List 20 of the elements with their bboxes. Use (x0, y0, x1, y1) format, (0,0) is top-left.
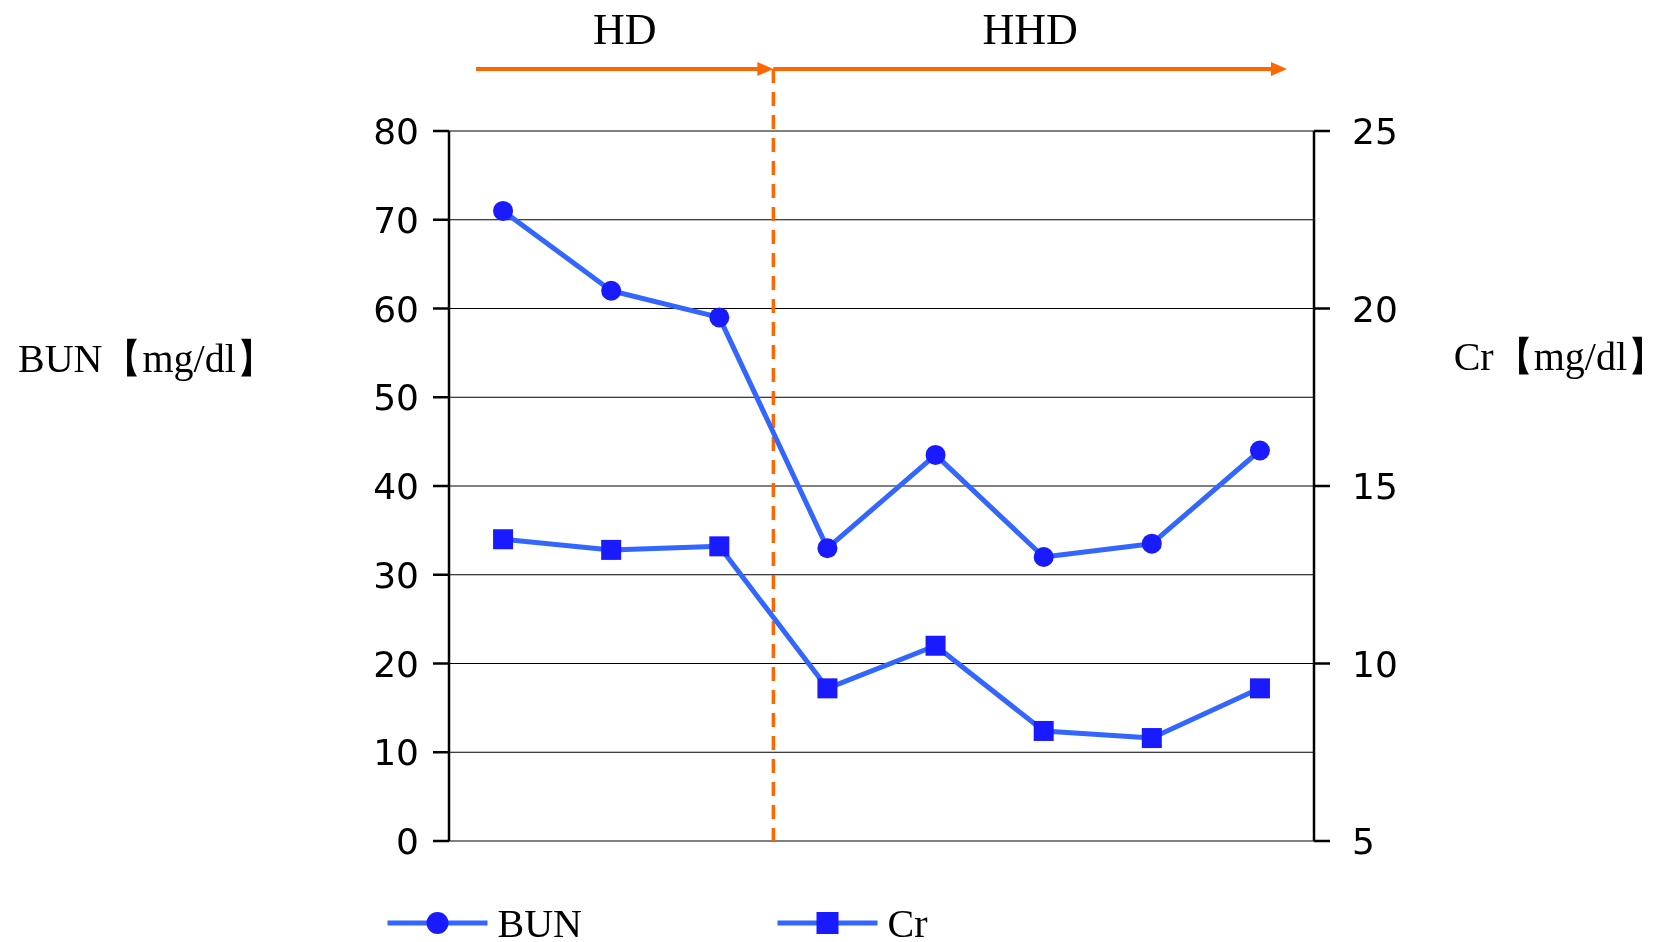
y2-tick-label: 25 (1352, 111, 1398, 152)
y-tick-label: 70 (373, 199, 419, 241)
y-tick-label: 50 (373, 377, 419, 419)
y-tick-label: 80 (373, 111, 419, 152)
legend-label: BUN (497, 901, 582, 942)
text: HD (592, 5, 657, 54)
y-tick-label: 30 (373, 554, 419, 596)
y-tick-label: 0 (396, 821, 419, 862)
y2-axis-title: Cr【mg/dl】 (1453, 334, 1667, 379)
y2-tick-label: 5 (1352, 821, 1375, 862)
y2-tick-label: 15 (1352, 466, 1398, 507)
y-tick-label: 10 (373, 732, 419, 774)
y-tick-label: 40 (373, 466, 419, 507)
legend-label: Cr (887, 901, 928, 942)
y2-tick-label: 20 (1352, 288, 1398, 330)
y-tick-label: 20 (373, 643, 419, 685)
y-tick-label: 60 (373, 288, 419, 330)
y2-tick-label: 10 (1352, 643, 1398, 685)
text: HHD (982, 5, 1078, 54)
y-axis-title: BUN【mg/dl】 (18, 336, 276, 381)
